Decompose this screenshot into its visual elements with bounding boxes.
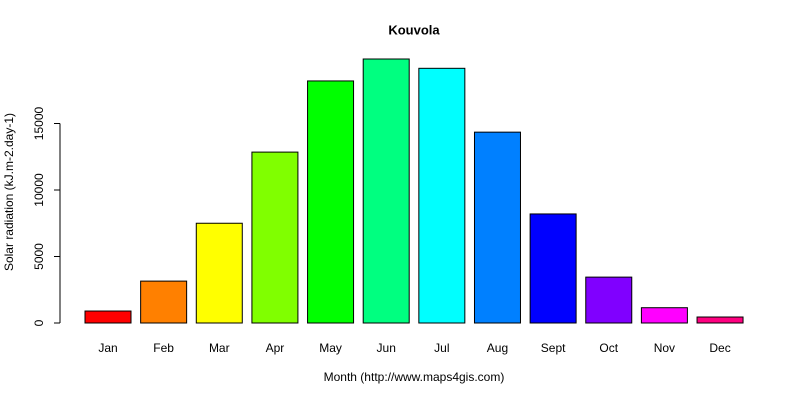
x-tick-label: Nov	[654, 341, 675, 355]
bar	[473, 131, 521, 324]
bar	[251, 151, 299, 324]
bar	[84, 310, 132, 324]
bar	[362, 58, 410, 324]
y-tick-label: 0	[32, 319, 46, 326]
bar	[585, 276, 633, 324]
chart-title: Kouvola	[388, 22, 440, 37]
bar	[529, 213, 577, 324]
bar	[140, 280, 188, 324]
x-tick-label: Jul	[434, 341, 449, 355]
y-tick-label: 5000	[32, 243, 46, 270]
x-tick-label: Oct	[599, 341, 618, 355]
bar	[418, 67, 466, 324]
bar	[307, 80, 355, 324]
x-tick-label: Mar	[209, 341, 230, 355]
x-tick-label: Jan	[98, 341, 117, 355]
x-tick-label: Feb	[153, 341, 174, 355]
x-tick-label: Dec	[709, 341, 730, 355]
bar	[640, 307, 688, 324]
y-axis-label: Solar radiation (kJ.m-2.day-1)	[2, 113, 16, 271]
bar	[696, 316, 744, 324]
x-tick-label: Apr	[266, 341, 285, 355]
x-tick-label: May	[319, 341, 342, 355]
y-tick-label: 15000	[32, 106, 46, 140]
x-tick-label: Sept	[541, 341, 566, 355]
y-tick-label: 10000	[32, 173, 46, 207]
x-axis-label: Month (http://www.maps4gis.com)	[324, 370, 505, 384]
bar	[195, 222, 243, 324]
x-tick-label: Jun	[377, 341, 396, 355]
x-tick-label: Aug	[487, 341, 508, 355]
